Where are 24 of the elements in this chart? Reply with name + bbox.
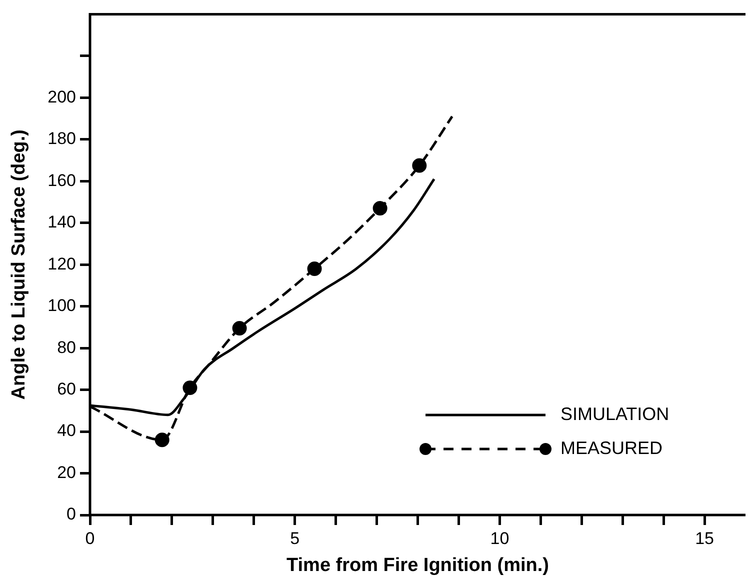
point <box>307 262 322 276</box>
x-tick-label: 5 <box>290 528 300 548</box>
x-tick-label: 0 <box>85 528 95 548</box>
legend-label: MEASURED <box>560 438 663 458</box>
x-tick-label: 15 <box>695 528 714 548</box>
y-tick-label: 80 <box>57 338 76 357</box>
point <box>412 158 427 173</box>
x-axis-title: Time from Fire Ignition (min.) <box>286 554 549 576</box>
y-tick-label: 60 <box>57 379 76 398</box>
y-axis-title: Angle to Liquid Surface (deg.) <box>8 129 30 400</box>
point <box>154 432 170 448</box>
x-tick-label: 10 <box>490 528 510 548</box>
y-tick-label: 140 <box>48 212 76 232</box>
y-tick-label: 200 <box>48 87 76 106</box>
y-tick-label: 20 <box>57 462 76 482</box>
y-tick-label: 40 <box>57 421 76 440</box>
y-tick-label: 100 <box>48 296 76 316</box>
y-tick-label: 0 <box>66 504 76 524</box>
y-tick-label: 180 <box>48 129 76 148</box>
y-tick-label: 160 <box>48 170 76 190</box>
point <box>372 201 388 216</box>
point <box>232 320 247 336</box>
text: SIMULATION <box>560 404 670 424</box>
y-tick-label: 120 <box>48 254 76 274</box>
